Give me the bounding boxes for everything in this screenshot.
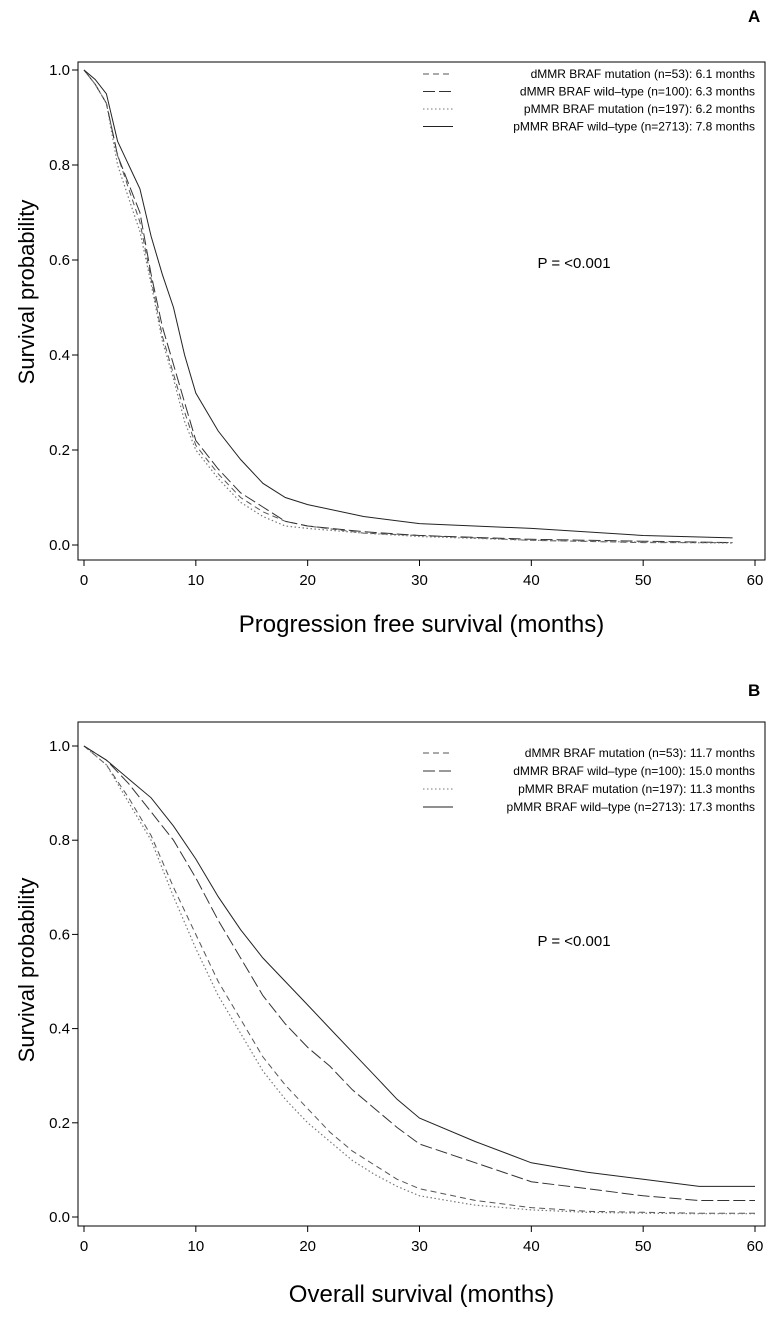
panel-a-series-4-line [83, 69, 733, 539]
panel-b-legend-entry-4: pMMR BRAF wild–type (n=2713): 17.3 month… [507, 800, 755, 814]
panel-b-y-tick-label: 0.0 [49, 1209, 70, 1226]
panel-a-x-tick-label: 20 [299, 572, 316, 589]
panel-b-x-tick-label: 10 [187, 1238, 204, 1255]
panel-a-x-tick-label: 50 [635, 572, 652, 589]
panel-b-y-tick-label: 0.4 [49, 1021, 70, 1038]
panel-a-x-tick-label: 60 [747, 572, 764, 589]
panel-a-y-axis-label: Survival probability [14, 200, 39, 385]
panel-a-y-tick-label: 0.6 [49, 252, 70, 269]
panel-a-y-tick-label: 0.0 [49, 537, 70, 554]
panel-b-series-1-line [83, 745, 755, 1214]
panel-b-x-tick-label: 40 [523, 1238, 540, 1255]
panel-a-plot-frame [77, 61, 766, 561]
panel-b-x-axis-label: Overall survival (months) [289, 1281, 554, 1308]
panel-b-label: B [748, 681, 760, 700]
panel-b-legend-entry-1: dMMR BRAF mutation (n=53): 11.7 months [525, 746, 755, 760]
panel-a-legend-entry-2: dMMR BRAF wild–type (n=100): 6.3 months [520, 85, 755, 99]
panel-a-y-tick-label: 0.4 [49, 347, 70, 364]
panel-a-x-tick-label: 0 [80, 572, 88, 589]
panel-a-legend-entry-3: pMMR BRAF mutation (n=197): 6.2 months [524, 102, 755, 116]
panel-b-x-tick-label: 30 [411, 1238, 428, 1255]
panel-a-legend-entry-4: pMMR BRAF wild–type (n=2713): 7.8 months [513, 120, 755, 134]
panel-a-p-value: P = <0.001 [537, 255, 610, 272]
panel-b-y-tick-label: 0.8 [49, 832, 70, 849]
panel-b-legend-entry-2: dMMR BRAF wild–type (n=100): 15.0 months [513, 764, 755, 778]
panel-b-series-2-line [83, 745, 755, 1201]
panel-a-y-tick-label: 1.0 [49, 62, 70, 79]
panel-b-plot-frame [77, 721, 766, 1227]
panel-a-series-3-line [83, 69, 733, 544]
panel-b-x-tick-label: 50 [635, 1238, 652, 1255]
panel-b-legend-entry-3: pMMR BRAF mutation (n=197): 11.3 months [518, 782, 755, 796]
panel-b-y-axis-label: Survival probability [14, 878, 39, 1063]
panel-b-x-tick-label: 60 [747, 1238, 764, 1255]
panel-b-p-value: P = <0.001 [537, 933, 610, 950]
panel-b-y-tick-label: 0.2 [49, 1115, 70, 1132]
panel-b-y-tick-label: 1.0 [49, 738, 70, 755]
panel-b-y-tick-label: 0.6 [49, 926, 70, 943]
panel-b-series-4-line [83, 745, 755, 1187]
panel-a-x-axis-label: Progression free survival (months) [239, 611, 604, 638]
panel-a-x-tick-label: 30 [411, 572, 428, 589]
panel-a-label: A [748, 7, 760, 26]
panel-b-x-tick-label: 0 [80, 1238, 88, 1255]
panel-a-x-tick-label: 40 [523, 572, 540, 589]
panel-a-series-2-line [83, 69, 733, 544]
panel-a-y-tick-label: 0.2 [49, 442, 70, 459]
panel-b-series-3-line [83, 745, 755, 1215]
panel-a-series-1-line [83, 69, 733, 544]
panel-a-x-tick-label: 10 [187, 572, 204, 589]
panel-a-y-tick-label: 0.8 [49, 157, 70, 174]
panel-a-legend-entry-1: dMMR BRAF mutation (n=53): 6.1 months [531, 67, 755, 81]
panel-b-x-tick-label: 20 [299, 1238, 316, 1255]
